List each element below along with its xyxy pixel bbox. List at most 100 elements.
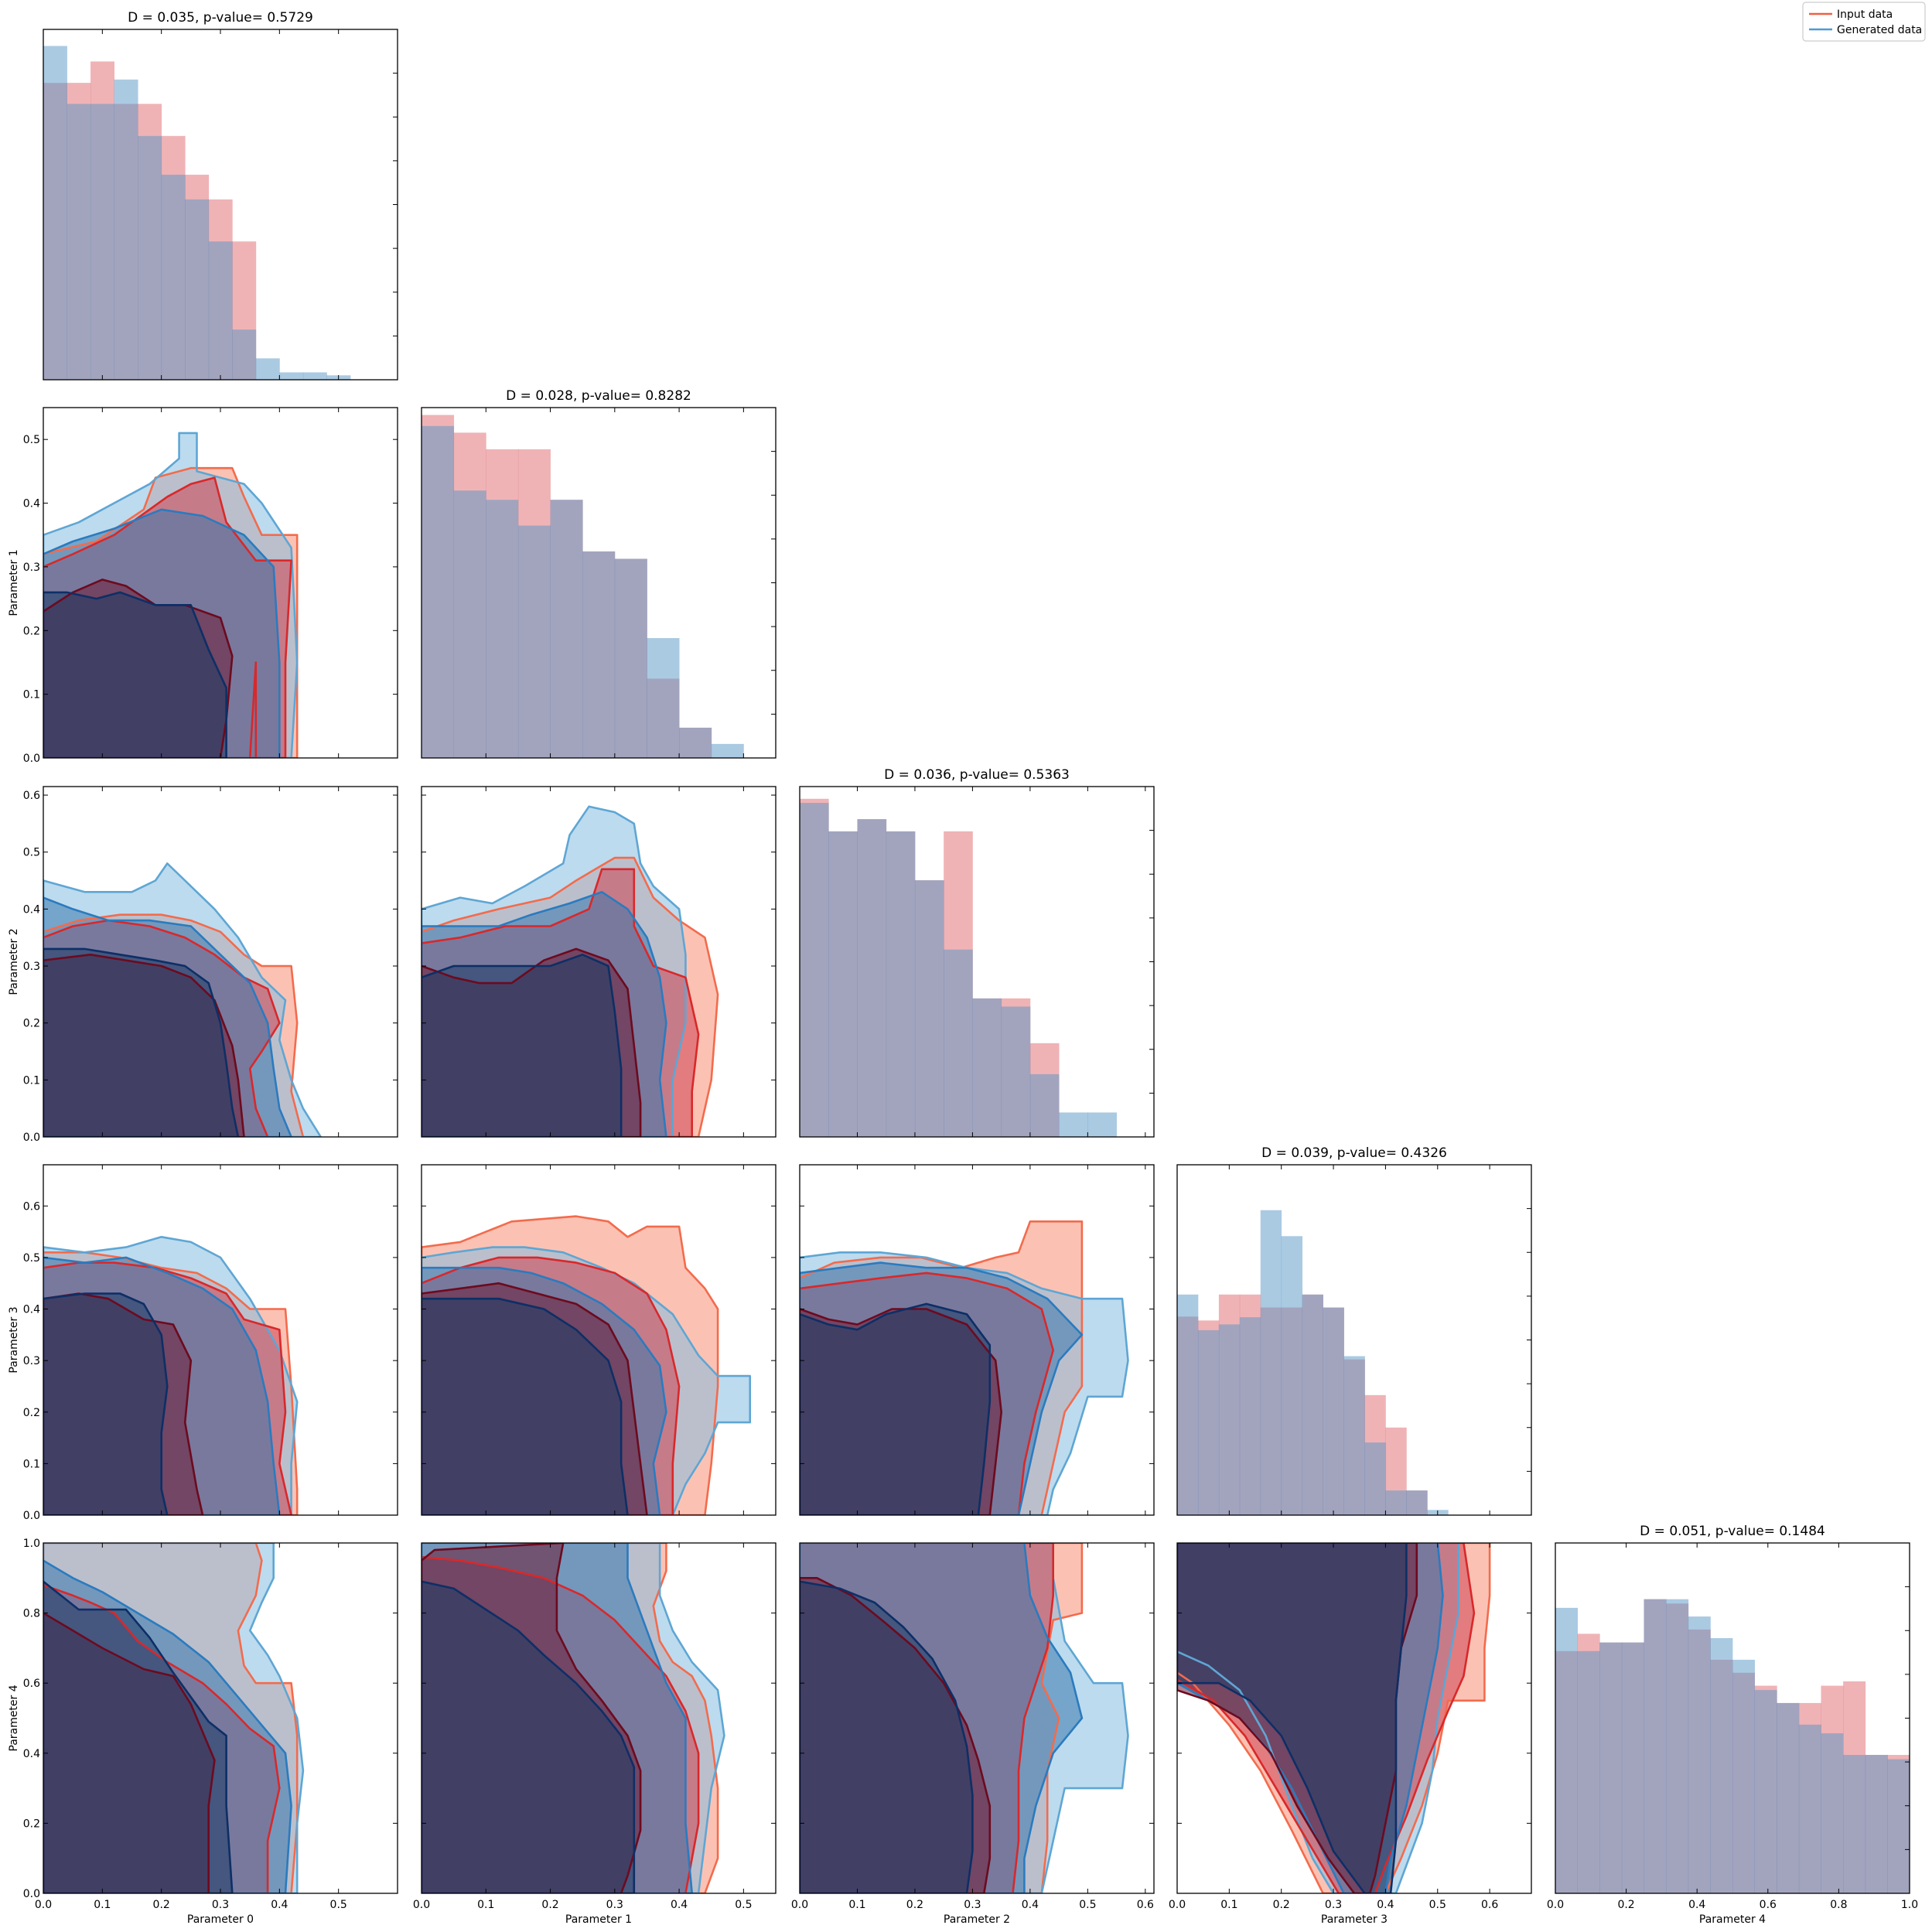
contour-layers xyxy=(800,1543,1129,1893)
hist-bar-generated-3 xyxy=(1621,1642,1644,1893)
x-tick-label: 0.5 xyxy=(1429,1899,1446,1911)
contour-line-generated-level-1 xyxy=(43,896,292,1137)
legend-label-generated: Generated data xyxy=(1837,24,1922,36)
contour-fill-generated-level-2 xyxy=(43,592,227,758)
legend-label-input: Input data xyxy=(1837,9,1893,21)
x-tick-label: 0.1 xyxy=(848,1899,865,1911)
contour-line-input-level-2 xyxy=(800,1577,992,1893)
contour-fill-generated-level-2 xyxy=(43,1293,168,1515)
x-tick-label: 0.5 xyxy=(330,1899,347,1911)
contour-layers xyxy=(800,1220,1129,1515)
hist-bar-generated-2 xyxy=(857,819,887,1137)
y-tick-label: 0.2 xyxy=(23,1018,40,1030)
y-tick-label: 0.8 xyxy=(23,1608,40,1620)
y-tick-label: 0.0 xyxy=(23,1510,40,1522)
contour-line-generated-level-0 xyxy=(43,432,299,758)
contour-line-input-level-2 xyxy=(800,1308,1002,1515)
legend-frame xyxy=(1802,2,1926,42)
x-tick-label: 0.3 xyxy=(1325,1899,1342,1911)
x-tick-label: 0.3 xyxy=(964,1899,981,1911)
contour-line-generated-level-0 xyxy=(800,1543,1129,1893)
hist-bar-generated-2 xyxy=(486,500,519,758)
hist-bar-generated-3 xyxy=(1239,1317,1261,1515)
hist-bar-generated-4 xyxy=(550,500,583,758)
hist-bar-generated-9 xyxy=(711,743,744,758)
contour-line-generated-level-1 xyxy=(800,1543,1084,1893)
contour-fill-generated-level-2 xyxy=(800,1581,973,1893)
axes-0-1: 0.0 0.1 0.2 0.3 0.4 0.5 Parameter 1 xyxy=(8,407,398,765)
contour-line-generated-level-0 xyxy=(43,1543,305,1893)
axes-1-3 xyxy=(421,1164,777,1516)
hist-bar-generated-12 xyxy=(1821,1733,1844,1893)
contour-line-generated-level-2 xyxy=(800,1302,992,1515)
hist-bar-generated-3 xyxy=(886,831,916,1137)
contour-layers xyxy=(422,1543,725,1893)
hist-bar-generated-14 xyxy=(1865,1755,1888,1893)
y-tick-label: 0.4 xyxy=(23,903,40,916)
x-tick-label: 0.3 xyxy=(212,1899,229,1911)
contour-panel-2-3 xyxy=(800,1220,1129,1515)
axes-0-2: 0.0 0.1 0.2 0.3 0.4 0.5 0.6 Parameter 2 xyxy=(8,786,398,1144)
x-tick-label: 0.1 xyxy=(1220,1899,1237,1911)
hist-bar-generated-5 xyxy=(582,551,616,758)
contour-line-generated-level-2 xyxy=(1177,1543,1408,1893)
hist-bar-generated-4 xyxy=(914,880,944,1137)
contour-panel-3-4 xyxy=(1177,1543,1491,1893)
contour-panel-2-4 xyxy=(800,1543,1129,1893)
y-tick-label: 0.6 xyxy=(23,1200,40,1213)
hist-bar-generated-1 xyxy=(1197,1330,1220,1515)
contour-line-input-level-1 xyxy=(800,1543,1054,1893)
contour-line-input-level-0 xyxy=(800,1220,1084,1515)
x-tick-label: 0.4 xyxy=(671,1899,688,1911)
y-tick-label: 0.0 xyxy=(23,753,40,765)
histogram-panel-0: D = 0.035, p-value= 0.5729 xyxy=(43,10,351,381)
contour-line-generated-level-1 xyxy=(422,1266,667,1515)
contour-line-generated-level-0 xyxy=(422,1246,752,1515)
x-tick-label: 0.4 xyxy=(1022,1899,1039,1911)
panel-title-1: D = 0.028, p-value= 0.8282 xyxy=(506,388,691,404)
hist-bar-generated-0 xyxy=(43,46,67,381)
x-axis-title-0: Parameter 0 xyxy=(187,1913,254,1926)
contour-layers xyxy=(422,805,719,1137)
hist-bar-generated-0 xyxy=(1555,1607,1579,1893)
hist-bar-generated-0 xyxy=(422,425,455,758)
hist-bar-generated-7 xyxy=(647,638,680,758)
contour-layers xyxy=(43,1236,299,1515)
hist-bar-generated-7 xyxy=(1323,1307,1344,1515)
contour-fill-generated-level-2 xyxy=(43,1581,233,1893)
contour-line-generated-level-1 xyxy=(800,1261,1084,1515)
contour-line-input-level-0 xyxy=(422,856,719,1137)
y-axis-title-1: Parameter 1 xyxy=(8,549,20,616)
contour-fill-generated-level-2 xyxy=(422,954,622,1137)
axes-1-2 xyxy=(421,786,777,1138)
hist-bar-generated-8 xyxy=(232,329,257,380)
contour-layers xyxy=(43,1543,305,1893)
y-tick-label: 0.5 xyxy=(23,434,40,446)
contour-panel-0-1 xyxy=(43,432,299,758)
hist-bar-generated-5 xyxy=(161,174,186,380)
hist-bar-generated-9 xyxy=(1754,1690,1777,1893)
contour-fill-generated-level-2 xyxy=(800,1303,990,1515)
y-tick-label: 0.6 xyxy=(23,1678,40,1690)
y-tick-label: 0.0 xyxy=(23,1132,40,1144)
x-tick-label: 0.0 xyxy=(1169,1899,1186,1911)
contour-line-input-level-0 xyxy=(800,1543,1084,1893)
x-tick-label: 0.2 xyxy=(1273,1899,1290,1911)
hist-bar-generated-9 xyxy=(1364,1442,1386,1515)
contour-line-generated-level-2 xyxy=(43,591,227,758)
contour-line-input-level-1 xyxy=(422,868,700,1137)
y-tick-label: 0.4 xyxy=(23,1748,40,1760)
contour-panel-1-4 xyxy=(422,1543,725,1893)
axes-0-4: 0.0 0.1 0.2 0.3 0.4 0.5 Parameter 0 0.0 0.2 0.4 0.… xyxy=(8,1538,398,1926)
hist-bar-generated-1 xyxy=(67,104,91,381)
axes-2-4: 0.0 0.1 0.2 0.3 0.4 0.5 0.6 Parameter 2 xyxy=(791,1542,1155,1926)
axes-frame xyxy=(421,1542,777,1894)
contour-line-generated-level-2 xyxy=(43,1292,169,1515)
y-tick-label: 0.3 xyxy=(23,562,40,574)
contour-line-generated-level-2 xyxy=(800,1580,974,1893)
axes-frame xyxy=(799,1542,1155,1894)
panel-title-3: D = 0.039, p-value= 0.4326 xyxy=(1261,1145,1447,1161)
axes-2-3 xyxy=(799,1164,1155,1516)
histogram-panel-3: D = 0.039, p-value= 0.4326 xyxy=(1177,1145,1449,1515)
